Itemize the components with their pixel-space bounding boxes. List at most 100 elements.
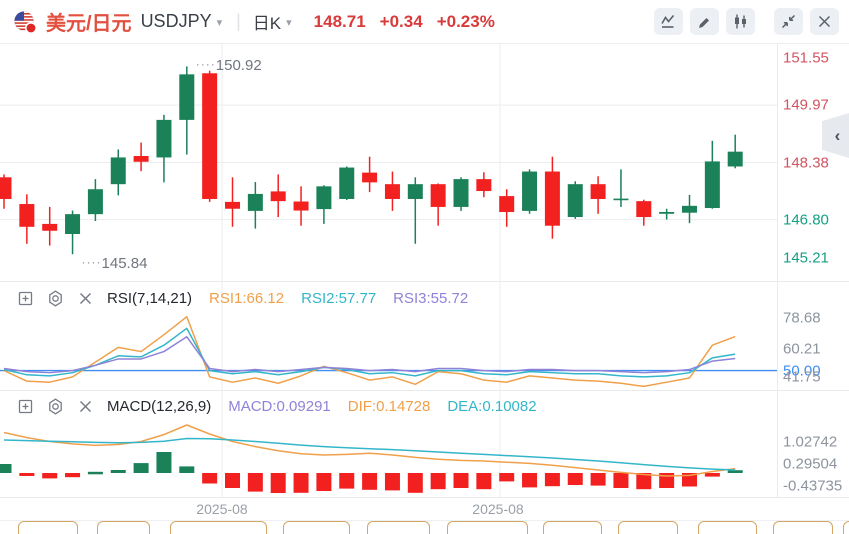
period-button[interactable] [97,521,150,534]
candle-body [293,201,309,211]
candle-body [179,74,195,120]
candle-body [225,201,240,209]
annotation-leader: ···· [81,255,102,270]
macd-bar [682,473,697,487]
period-button[interactable] [367,521,430,534]
period-button[interactable] [698,521,757,534]
macd-plot[interactable] [0,390,777,497]
macd-bar [453,473,469,488]
macd-bar [476,473,492,490]
macd-line-dea [3,437,736,471]
candle-body [704,161,720,209]
legend-rsi3: RSI3:55.72 [393,289,469,307]
macd-bar [110,470,126,473]
candle-body [476,179,492,192]
macd-bar [133,463,149,473]
price-axis-border [777,44,778,521]
candle-body [567,184,583,218]
macd-bar [727,470,743,473]
period-button[interactable] [170,521,267,534]
rsi-line-rsi2 [3,327,736,378]
settings-icon[interactable] [46,397,65,416]
legend-rsi1: RSI1:66.12 [209,289,285,307]
candle-body [682,205,697,213]
candle-body [384,184,400,199]
indicator-line-icon [661,14,675,28]
macd-bar [202,473,218,484]
candle-body [42,223,58,231]
close-icon [79,400,92,412]
add-box-icon[interactable] [16,289,35,308]
time-axis[interactable]: 2025-08 2025-08 [0,497,849,521]
period-button[interactable] [618,521,678,534]
candle-body [65,214,81,235]
price-axis-label: 149.97 [783,96,829,114]
candle-body [339,167,355,199]
axis-collapse-handle[interactable]: ‹ [822,113,849,158]
macd-bar [567,473,583,485]
period-button[interactable] [18,521,78,534]
macd-axis-label: -0.43735 [783,477,843,495]
macd-bar [499,473,515,482]
candle-body [202,73,218,199]
price-axis-label: 146.80 [783,211,829,229]
candle-body [133,155,149,162]
settings-icon[interactable] [46,289,65,308]
macd-bar [65,473,81,478]
annotation-value: 145.84 [101,255,148,273]
macd-line-dif [3,424,736,477]
usd-jpy-flag-icon [12,9,38,35]
close-icon[interactable] [76,397,95,416]
candle-body [110,157,126,185]
legend-rsi2: RSI2:57.77 [301,289,377,307]
close-button[interactable] [810,8,839,35]
macd-bar [636,473,652,490]
candle-body [522,171,538,211]
macd-bar [19,473,35,476]
macd-bar [0,464,12,473]
collapse-icon [781,14,796,29]
period-button[interactable] [773,521,833,534]
symbol-selector[interactable]: USDJPY [140,11,212,31]
low-price-annotation: ····145.84 [82,255,148,272]
macd-bar [87,471,103,475]
chevron-down-icon[interactable]: ▾ [216,17,223,29]
macd-bar [42,473,58,479]
annotation-leader: ···· [195,57,216,72]
add-box-icon [18,291,33,305]
pane-divider[interactable] [0,390,849,391]
macd-bar [430,473,446,490]
period-selector[interactable]: 日K [252,14,282,33]
draw-pencil-icon [699,18,709,28]
last-price: 148.71 [313,11,366,31]
indicator-line-button[interactable] [654,8,683,35]
macd-bar [225,473,240,488]
macd-bar [704,473,720,477]
rsi-plot[interactable] [0,281,777,390]
header-separator: | [236,11,241,31]
candlestick-button[interactable] [726,8,755,35]
candle-body [156,119,172,158]
close-icon[interactable] [76,289,95,308]
candle-body [453,179,469,207]
macd-bar [247,473,263,492]
macd-bar [613,473,629,488]
pane-divider[interactable] [0,281,849,282]
candle-body [613,198,629,201]
candlestick-plot[interactable] [0,44,777,281]
candle-body [659,211,675,214]
chevron-down-icon[interactable]: ▾ [286,17,292,29]
rsi-axis-label: 50.00 [783,362,821,380]
candle-body [87,189,103,215]
collapse-button[interactable] [774,8,803,35]
period-button[interactable] [447,521,528,534]
period-button[interactable] [843,521,849,534]
add-box-icon[interactable] [16,397,35,416]
chart-toolbar [654,8,839,35]
price-change-percent: +0.23% [436,11,495,31]
period-button[interactable] [543,521,602,534]
close-icon [818,15,831,28]
draw-pencil-button[interactable] [690,8,719,35]
period-button[interactable] [283,521,350,534]
candle-body [362,172,378,183]
